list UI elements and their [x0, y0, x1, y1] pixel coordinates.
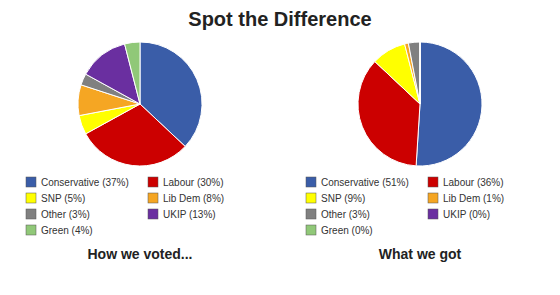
legend-swatch: [148, 209, 158, 219]
pie-slice: [420, 42, 421, 104]
legend-swatch: [148, 193, 158, 203]
legend: Conservative (37%) Labour (30%) SNP (5%) Li…: [26, 177, 224, 236]
legend-swatch: [428, 209, 438, 219]
pie-slice: [420, 42, 421, 104]
background: [0, 0, 560, 295]
legend-label: SNP (9%): [321, 193, 365, 204]
legend-label: Conservative (51%): [321, 177, 409, 188]
pie-slice: [125, 42, 140, 104]
legend-label: UKIP (13%): [163, 209, 216, 220]
subtitle: What we got: [379, 246, 462, 262]
pie-slice: [416, 42, 482, 166]
legend-swatch: [306, 177, 316, 187]
legend-swatch: [306, 193, 316, 203]
legend-label: Other (3%): [41, 209, 90, 220]
legend-swatch: [148, 177, 158, 187]
title: Spot the Difference: [188, 8, 371, 30]
legend-swatch: [428, 193, 438, 203]
legend-swatch: [306, 225, 316, 235]
pie: [358, 42, 482, 166]
legend-label: Green (0%): [321, 225, 373, 236]
legend-swatch: [26, 193, 36, 203]
legend-label: Lib Dem (1%): [443, 193, 504, 204]
chart-root: Spot the Difference Conservative (37%) Lab…: [0, 0, 560, 295]
legend-swatch: [26, 225, 36, 235]
legend-label: Green (4%): [41, 225, 93, 236]
legend-label: Labour (36%): [443, 177, 504, 188]
pie-slice: [408, 42, 420, 104]
legend-label: Other (3%): [321, 209, 370, 220]
legend-swatch: [26, 209, 36, 219]
legend-swatch: [428, 177, 438, 187]
pie: [78, 42, 202, 166]
legend-label: Lib Dem (8%): [163, 193, 224, 204]
legend: Conservative (51%) Labour (36%) SNP (9%) Li…: [306, 177, 504, 236]
legend-label: UKIP (0%): [443, 209, 490, 220]
legend-swatch: [306, 209, 316, 219]
legend-label: SNP (5%): [41, 193, 85, 204]
legend-label: Labour (30%): [163, 177, 224, 188]
legend-label: Conservative (37%): [41, 177, 129, 188]
subtitle: How we voted...: [87, 246, 192, 262]
legend-swatch: [26, 177, 36, 187]
